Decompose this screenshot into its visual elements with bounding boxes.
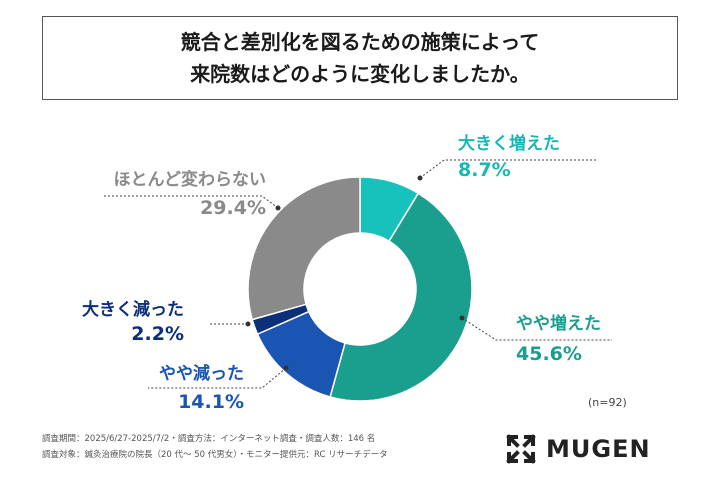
leader-no-change: [104, 195, 279, 209]
sample-size: (n=92): [588, 396, 627, 409]
label-big-increase-value: 8.7%: [458, 159, 511, 181]
title-line-2: 来院数はどのように変化しましたか。: [190, 62, 530, 86]
mugen-logo: MUGEN: [504, 432, 651, 466]
label-slight-increase-name: やや増えた: [516, 314, 601, 334]
label-no-change-value: 29.4%: [200, 197, 266, 219]
mugen-x-logo-icon: [506, 434, 536, 464]
leader-big-decrease-dot: [245, 321, 251, 327]
label-slight-increase: やや増えた 45.6%: [516, 316, 601, 364]
label-no-change-name: ほとんど変わらない: [113, 170, 267, 190]
slice-no-change: [247, 176, 361, 321]
leader-slight-decrease-dot: [283, 365, 289, 371]
leader-no-change-dot: [275, 205, 281, 211]
label-no-change: ほとんど変わらない 29.4%: [114, 172, 267, 218]
donut-slices: [247, 176, 473, 402]
footnote-survey-period: 調査期間：2025/6/27-2025/7/2・調査方法：インターネット調査・調…: [42, 434, 376, 444]
slice-slight-increase: [329, 192, 473, 402]
label-slight-increase-value: 45.6%: [516, 343, 582, 365]
title-line-1: 競合と差別化を図るための施策によって: [180, 30, 540, 54]
label-big-increase: 大きく増えた 8.7%: [458, 136, 560, 180]
label-big-decrease: 大きく減った 2.2%: [82, 302, 184, 344]
footnote-survey-target: 調査対象：鍼灸治療院の院長（20 代〜 50 代男女）・モニター提供元：RC リ…: [42, 450, 388, 460]
logo-text: MUGEN: [546, 435, 651, 463]
label-big-increase-name: 大きく増えた: [458, 134, 560, 154]
leader-slight-increase: [461, 317, 612, 341]
label-slight-decrease-value: 14.1%: [178, 391, 244, 413]
leader-lines: [104, 159, 612, 389]
label-big-decrease-value: 2.2%: [131, 323, 184, 345]
leader-big-increase-dot: [417, 175, 423, 181]
label-slight-decrease: やや減った 14.1%: [159, 366, 244, 412]
leader-big-increase: [419, 159, 598, 179]
label-big-decrease-name: 大きく減った: [82, 300, 184, 320]
label-slight-decrease-name: やや減った: [159, 364, 244, 384]
title-box: 競合と差別化を図るための施策によって 来院数はどのように変化しましたか。: [42, 16, 678, 100]
leader-slight-increase-dot: [459, 315, 465, 321]
